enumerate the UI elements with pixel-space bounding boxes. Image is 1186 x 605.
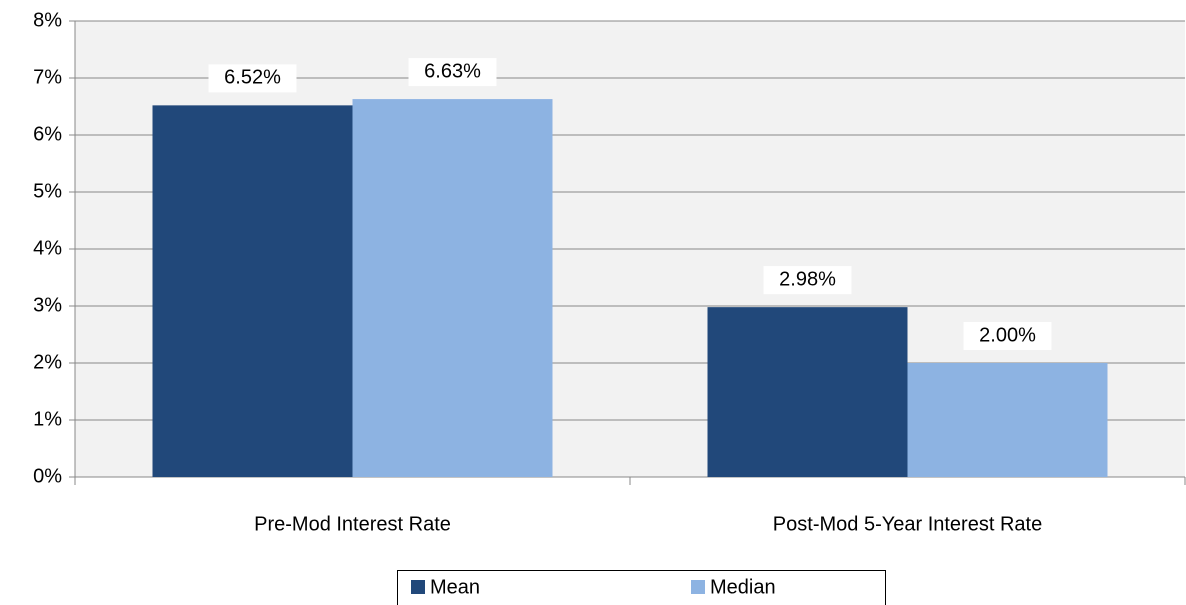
legend-swatch — [411, 580, 425, 594]
legend-box — [397, 570, 886, 605]
bar — [707, 307, 908, 477]
legend-swatch — [691, 580, 705, 594]
y-tick-label: 5% — [33, 180, 62, 202]
data-label: 6.63% — [424, 60, 481, 82]
y-tick-label: 0% — [33, 465, 62, 487]
legend-label: Median — [710, 576, 776, 598]
x-tick-label: Post-Mod 5-Year Interest Rate — [773, 513, 1042, 535]
y-tick-label: 8% — [33, 9, 62, 31]
data-label: 2.00% — [979, 324, 1036, 346]
data-label: 2.98% — [779, 268, 836, 290]
y-tick-label: 2% — [33, 351, 62, 373]
y-tick-label: 6% — [33, 123, 62, 145]
legend-label: Mean — [430, 576, 480, 598]
bar — [152, 105, 353, 478]
x-tick-label: Pre-Mod Interest Rate — [254, 513, 451, 535]
bar — [352, 99, 553, 477]
data-label-bg — [963, 322, 1052, 350]
y-tick-label: 7% — [33, 66, 62, 88]
data-label-bg — [408, 58, 497, 87]
y-tick-label: 1% — [33, 408, 62, 430]
data-label-bg — [208, 64, 297, 93]
data-label: 6.52% — [224, 67, 281, 89]
bar — [907, 363, 1108, 477]
y-tick-label: 3% — [33, 294, 62, 316]
data-label-bg — [763, 266, 852, 295]
y-tick-label: 4% — [33, 237, 62, 259]
